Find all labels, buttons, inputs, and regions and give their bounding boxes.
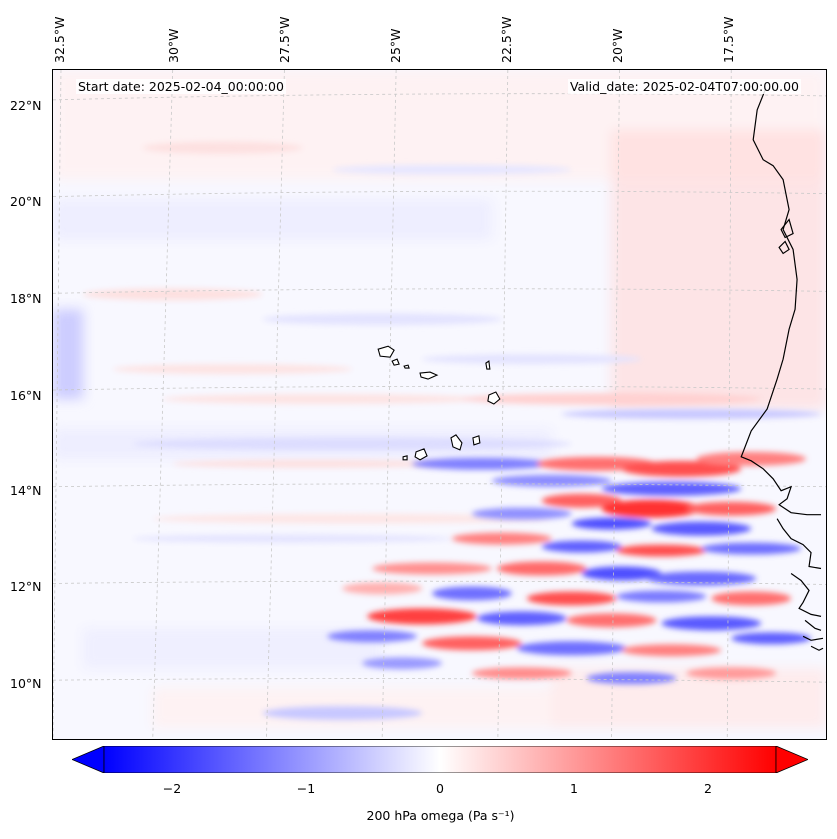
colorbar-tick: −1 bbox=[296, 781, 316, 796]
start-date-label: Start date: 2025-02-04_00:00:00 bbox=[76, 79, 286, 94]
lat-label-22n: 22°N bbox=[10, 98, 42, 113]
lat-label-18n: 18°N bbox=[10, 291, 42, 306]
lon-label-20w: 20°W bbox=[610, 28, 625, 63]
lat-label-20n: 20°N bbox=[10, 194, 42, 209]
lon-label-30w: 30°W bbox=[166, 28, 181, 63]
omega-field bbox=[53, 70, 826, 739]
colorbar-right-arrow bbox=[775, 746, 808, 773]
graticule bbox=[53, 70, 826, 739]
colorbar-bar bbox=[103, 746, 777, 773]
colorbar-tick: 1 bbox=[570, 781, 578, 796]
lat-label-16n: 16°N bbox=[10, 388, 42, 403]
lon-label-17-5w: 17.5°W bbox=[721, 16, 736, 63]
cape-verde-islands bbox=[377, 345, 501, 461]
colorbar-tick: 0 bbox=[436, 781, 444, 796]
colorbar bbox=[72, 746, 808, 773]
lon-label-22-5w: 22.5°W bbox=[499, 16, 514, 63]
lat-label-10n: 10°N bbox=[10, 676, 42, 691]
colorbar-tick: 2 bbox=[704, 781, 712, 796]
map-panel bbox=[52, 69, 827, 740]
lon-label-25w: 25°W bbox=[388, 28, 403, 63]
colorbar-label: 200 hPa omega (Pa s⁻¹) bbox=[366, 808, 515, 823]
streaks bbox=[82, 141, 822, 721]
convective-band bbox=[327, 451, 812, 685]
valid-date-label: Valid_date: 2025-02-04T07:00:00.00 bbox=[567, 79, 801, 94]
lon-label-32-5w: 32.5°W bbox=[52, 16, 67, 63]
colorbar-tick: −2 bbox=[162, 781, 182, 796]
african-coastline bbox=[740, 89, 824, 651]
lon-label-27-5w: 27.5°W bbox=[277, 16, 292, 63]
colorbar-left-arrow bbox=[72, 746, 105, 773]
lat-label-14n: 14°N bbox=[10, 483, 42, 498]
lat-label-12n: 12°N bbox=[10, 579, 42, 594]
